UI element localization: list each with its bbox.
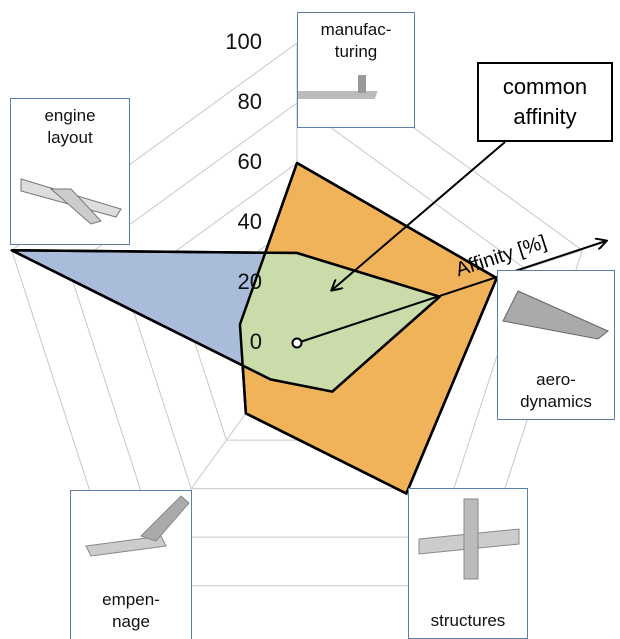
category-label: aero- dynamics <box>520 370 592 411</box>
series-outline <box>10 249 441 393</box>
axis-arrow <box>296 241 606 344</box>
series-outline <box>238 161 498 495</box>
tick-label: 0 <box>250 329 262 354</box>
icon <box>20 178 122 225</box>
annotation-arrow <box>332 141 506 290</box>
icon <box>502 290 609 340</box>
tick-label: 40 <box>238 209 262 234</box>
icon <box>298 75 378 99</box>
tick-label: 100 <box>225 29 262 54</box>
category-box: aero- dynamics <box>497 270 615 420</box>
category-box: manufac- turing <box>297 12 415 128</box>
tick-label: 20 <box>238 269 262 294</box>
category-label: empen- nage <box>102 590 160 631</box>
icon <box>85 495 190 557</box>
tick-label: 60 <box>238 149 262 174</box>
center-dot <box>291 337 303 349</box>
tick-label: 80 <box>238 89 262 114</box>
category-label: manufac- turing <box>320 20 392 61</box>
category-box: empen- nage <box>70 490 192 639</box>
annotation: common affinity <box>477 62 613 142</box>
category-label: engine layout <box>44 106 96 147</box>
icon <box>418 498 520 580</box>
category-box: engine layout <box>10 98 130 245</box>
category-label: structures <box>430 611 506 630</box>
category-box: structures <box>408 488 528 639</box>
